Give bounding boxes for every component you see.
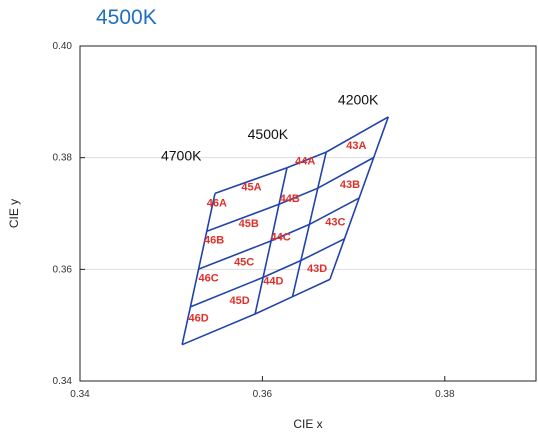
axis-ticks: 0.34 0.36 0.38 0.40 0.34 0.36 0.38 bbox=[53, 41, 455, 400]
y-tick-label: 0.40 bbox=[53, 41, 73, 52]
bin-label: 43D bbox=[307, 263, 327, 275]
y-tick-label: 0.38 bbox=[53, 153, 73, 164]
bin-label: 45D bbox=[230, 295, 250, 307]
x-tick-label: 0.34 bbox=[70, 389, 90, 400]
bin-boundary-row bbox=[190, 238, 345, 308]
bin-labels: 46A 46B 46C 46D 45A 45B 45C 45D 44A 44B 44C 44D 43A 4… bbox=[188, 140, 366, 325]
plot-frame bbox=[79, 45, 537, 382]
bin-label: 45C bbox=[234, 257, 254, 269]
y-axis-label: CIE y bbox=[7, 199, 21, 228]
bin-boundary-row bbox=[206, 156, 375, 232]
x-axis-label: CIE x bbox=[293, 417, 322, 431]
bin-label: 46C bbox=[198, 273, 218, 285]
bin-label: 46B bbox=[204, 235, 224, 247]
bin-label: 44D bbox=[263, 276, 283, 288]
bin-label: 45A bbox=[241, 182, 261, 194]
cct-label: 4200K bbox=[338, 92, 379, 108]
y-tick-label: 0.36 bbox=[53, 264, 73, 275]
bin-label: 43C bbox=[325, 216, 345, 228]
bin-label: 45B bbox=[239, 218, 259, 230]
bin-label: 46D bbox=[188, 312, 208, 324]
page-heading: 4500K bbox=[96, 6, 157, 29]
x-tick-label: 0.38 bbox=[435, 389, 455, 400]
bin-boundary-row bbox=[198, 197, 360, 270]
bin-grid bbox=[181, 116, 390, 346]
x-tick-label: 0.36 bbox=[253, 389, 273, 400]
bin-boundary-row bbox=[214, 116, 389, 195]
bin-label: 43B bbox=[340, 179, 360, 191]
cct-labels: 4700K 4500K 4200K bbox=[161, 92, 379, 164]
cct-label: 4500K bbox=[248, 126, 289, 142]
y-tick-label: 0.34 bbox=[53, 376, 73, 387]
bin-label: 46A bbox=[207, 197, 227, 209]
bin-label: 44C bbox=[271, 231, 291, 243]
cct-label: 4700K bbox=[161, 147, 202, 163]
bin-label: 44A bbox=[295, 155, 315, 167]
bin-label: 44B bbox=[280, 193, 300, 205]
bin-label: 43A bbox=[346, 140, 366, 152]
horizontal-gridlines bbox=[80, 157, 536, 270]
bin-boundary-row bbox=[181, 278, 331, 346]
